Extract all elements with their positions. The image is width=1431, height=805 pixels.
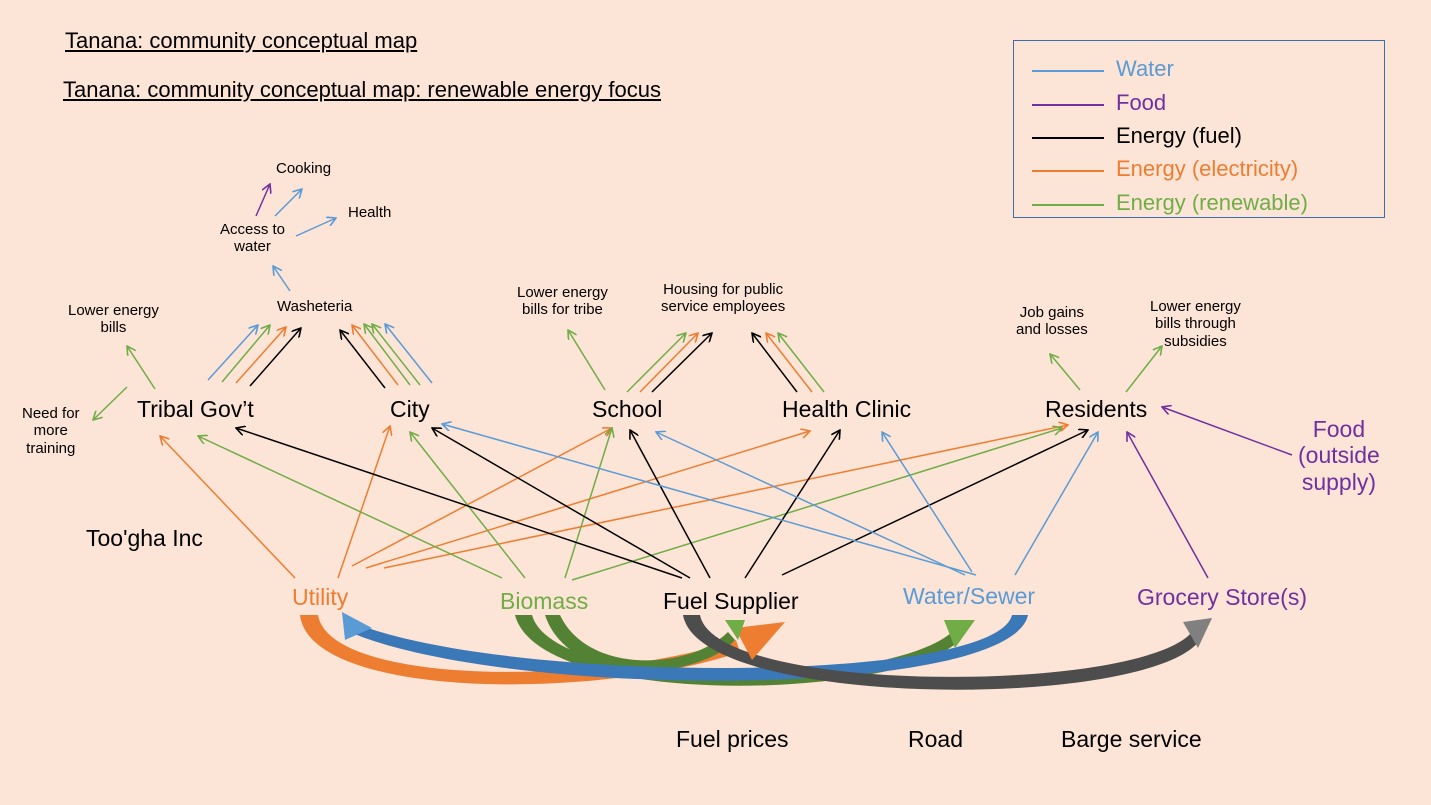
node-city: City: [390, 396, 430, 422]
outcome-subsidies-line3: subsidies: [1164, 332, 1227, 350]
legend-label: Food: [1116, 90, 1167, 115]
outcome-lower-bills-line2: bills: [100, 319, 127, 337]
legend-label: Energy (electricity): [1116, 156, 1299, 181]
legend-swatch: [1032, 104, 1104, 106]
green-arrowhead-1: [725, 620, 745, 640]
title-2: Tanana: community conceptual map: renewa…: [63, 77, 662, 102]
outcome-washeteria: Washeteria: [277, 298, 353, 315]
legend-label: Energy (fuel): [1116, 123, 1242, 148]
outcome-access-water-line1: Access to: [220, 221, 286, 238]
outcome-subsidies: Lower energy bills through subsidies: [1150, 298, 1241, 350]
node-water-sewer: Water/Sewer: [903, 583, 1036, 609]
biomass-arrows: [198, 428, 1062, 581]
water-sewer-arrows: [442, 424, 1098, 576]
driver-barge: Barge service: [1061, 726, 1202, 752]
node-health-clinic: Health Clinic: [782, 396, 912, 422]
outcome-jobs: Job gains and losses: [1016, 304, 1088, 339]
outcome-housing-line1: Housing for public: [663, 281, 784, 298]
clinic-arrows: [752, 333, 825, 393]
legend: Water Food Energy (fuel) Energy (electri…: [1013, 40, 1385, 218]
outcome-subsidies-line1: Lower energy: [1150, 298, 1241, 315]
driver-fuel-prices: Fuel prices: [676, 726, 789, 752]
node-toogha: Too'gha Inc: [86, 525, 203, 551]
node-food-line2: (outside: [1298, 442, 1380, 469]
outcome-cooking: Cooking: [276, 160, 332, 177]
curved-flows: [300, 612, 1212, 690]
outcome-subsidies-line2: bills through: [1155, 315, 1236, 333]
node-food-outside: Food (outside supply): [1298, 416, 1380, 495]
green-arrowhead-2: [944, 620, 975, 648]
node-utility: Utility: [292, 584, 349, 610]
outcome-housing-line2: service employees: [661, 298, 786, 316]
node-school: School: [592, 396, 663, 422]
outcome-health: Health: [348, 204, 392, 221]
title-1: Tanana: community conceptual map: [65, 28, 418, 53]
water-blue-curve: [345, 615, 1028, 681]
outcome-jobs-line1: Job gains: [1019, 304, 1084, 321]
outcome-lower-bills: Lower energy bills: [68, 302, 159, 337]
outcome-tribe-bills-line1: Lower energy: [517, 284, 608, 301]
node-residents: Residents: [1045, 396, 1148, 422]
blue-arrowhead: [342, 612, 372, 640]
tribal-arrows: [93, 325, 301, 420]
driver-road: Road: [908, 726, 963, 752]
legend-label: Energy (renewable): [1116, 190, 1308, 215]
node-food-line1: Food: [1312, 416, 1366, 442]
outcome-training-line3: training: [26, 439, 76, 457]
washeteria-arrows: [255, 184, 336, 292]
school-arrows: [568, 330, 712, 393]
outcome-access-water: Access to water: [220, 221, 285, 256]
city-arrows: [340, 324, 433, 389]
legend-swatch: [1032, 170, 1104, 172]
node-biomass: Biomass: [500, 588, 589, 614]
outcome-training: Need for more training: [22, 405, 80, 457]
node-fuel-supplier: Fuel Supplier: [663, 588, 799, 614]
fuel-arrows: [236, 428, 1088, 579]
grey-arrowhead: [1183, 618, 1212, 648]
outcome-tribe-bills: Lower energy bills for tribe: [517, 284, 608, 319]
orange-arrowhead: [735, 622, 785, 660]
outcome-access-water-line2: water: [234, 238, 271, 256]
outcome-lower-bills-line1: Lower energy: [68, 302, 159, 319]
node-tribal-gov: Tribal Gov’t: [137, 396, 254, 422]
outcome-tribe-bills-line2: bills for tribe: [522, 301, 603, 319]
fuel-grey-curve: [683, 615, 1200, 690]
outcome-housing: Housing for public service employees: [661, 281, 785, 316]
outcome-jobs-line2: and losses: [1016, 321, 1088, 339]
legend-swatch: [1032, 137, 1104, 139]
residents-arrows: [1050, 346, 1293, 579]
legend-label: Water: [1116, 56, 1174, 81]
legend-swatch: [1032, 204, 1104, 206]
outcome-training-line2: more: [33, 422, 68, 440]
outcome-training-line1: Need for: [22, 405, 80, 422]
biomass-green-curve-2: [545, 615, 735, 671]
node-food-line3: supply): [1301, 468, 1376, 495]
node-grocery: Grocery Store(s): [1137, 584, 1307, 610]
legend-swatch: [1032, 70, 1104, 72]
